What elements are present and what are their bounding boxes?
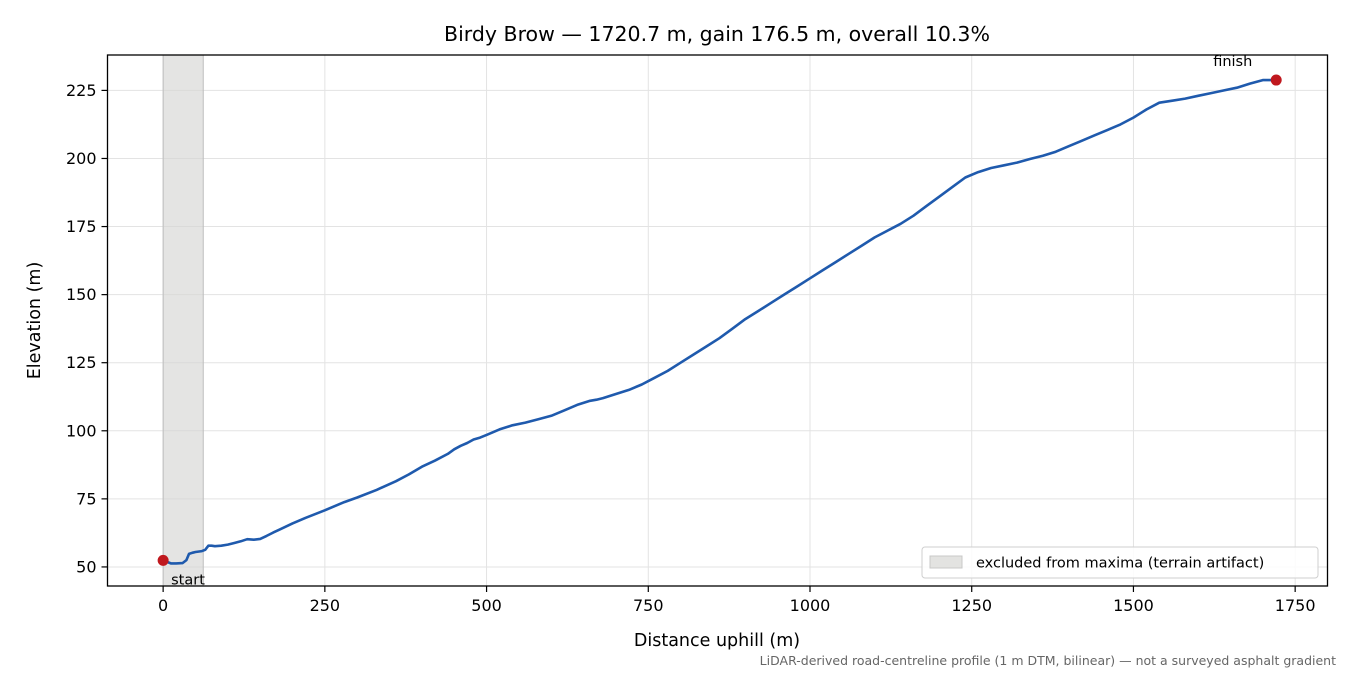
- x-tick-label: 1000: [790, 596, 831, 615]
- x-tick-label: 250: [310, 596, 341, 615]
- x-axis-label: Distance uphill (m): [634, 631, 800, 651]
- elevation-line: [161, 78, 1278, 565]
- excluded-region-layer: [162, 54, 204, 587]
- y-axis-label: Elevation (m): [25, 262, 45, 380]
- finish-marker: [1270, 74, 1282, 86]
- footnote: LiDAR-derived road-centreline profile (1…: [760, 653, 1336, 668]
- legend-entry: excluded from maxima (terrain artifact): [976, 556, 1264, 572]
- y-tick-label: 50: [76, 557, 96, 576]
- x-tick-label: 0: [158, 596, 168, 615]
- x-tick-label: 1250: [951, 596, 992, 615]
- y-tick-label: 100: [66, 421, 97, 440]
- y-tick-label: 75: [76, 489, 96, 508]
- excluded-region: [162, 54, 204, 587]
- y-tick-label: 150: [66, 285, 97, 304]
- x-tick-label: 750: [633, 596, 664, 615]
- x-axis-ticks: 0 250 500 750 1000 1250 1500 1750: [158, 586, 1316, 615]
- y-axis-ticks: 50 75 100 125 150 175 200 225: [66, 81, 108, 576]
- x-tick-label: 500: [471, 596, 502, 615]
- x-tick-label: 1750: [1275, 596, 1316, 615]
- legend: excluded from maxima (terrain artifact): [921, 546, 1319, 579]
- plot-frame: [106, 54, 1329, 587]
- endpoint-markers-layer: start finish: [157, 54, 1282, 588]
- y-tick-label: 125: [66, 353, 97, 372]
- start-label: start: [171, 572, 205, 588]
- y-tick-label: 200: [66, 149, 97, 168]
- chart-title: Birdy Brow — 1720.7 m, gain 176.5 m, ove…: [444, 22, 990, 46]
- grid-lines: [107, 55, 1328, 586]
- series-layer: [161, 78, 1278, 565]
- x-tick-label: 1500: [1113, 596, 1154, 615]
- y-tick-label: 175: [66, 217, 97, 236]
- legend-box: [921, 546, 1319, 579]
- finish-label: finish: [1213, 54, 1252, 70]
- y-tick-label: 225: [66, 81, 97, 100]
- legend-swatch: [929, 555, 963, 569]
- start-marker: [157, 554, 169, 566]
